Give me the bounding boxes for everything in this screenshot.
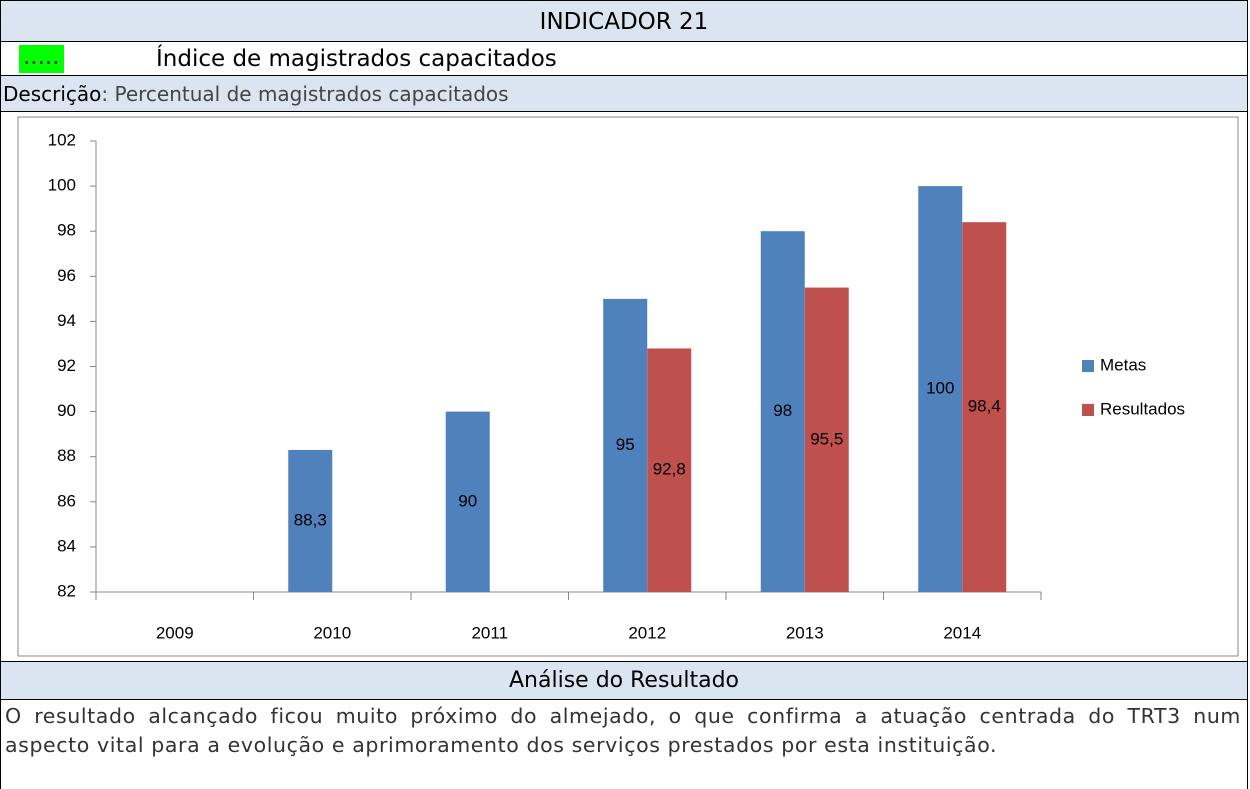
y-tick-label: 84: [57, 536, 76, 555]
x-tick-label: 2014: [943, 623, 981, 642]
value-label: 100: [926, 379, 954, 398]
bar: [962, 222, 1007, 592]
y-tick-label: 100: [48, 176, 76, 195]
value-label: 95: [616, 435, 635, 454]
bar: [603, 298, 648, 592]
x-tick-label: 2009: [156, 623, 194, 642]
description-text: : Percentual de magistrados capacitados: [101, 82, 509, 106]
value-label: 90: [458, 491, 477, 510]
subtitle-row: ..... Índice de magistrados capacitados: [1, 42, 1247, 76]
bar: [918, 186, 963, 592]
y-tick-label: 88: [57, 446, 76, 465]
subtitle: Índice de magistrados capacitados: [156, 46, 557, 72]
y-tick-label: 90: [57, 401, 76, 420]
y-tick-label: 86: [57, 491, 76, 510]
chart: 82 84 86 88 90 92 94 96 98 100 102 2009 2010 88,3 2011…: [17, 116, 1239, 657]
title: INDICADOR 21: [539, 9, 709, 35]
bar: [647, 348, 692, 592]
legend-swatch: [1082, 360, 1094, 372]
y-tick-label: 82: [57, 581, 76, 600]
value-label: 95,5: [810, 429, 843, 448]
value-label: 92,8: [653, 460, 686, 479]
title-row: INDICADOR 21: [1, 0, 1247, 42]
bar: [760, 231, 805, 592]
chart-row: 82 84 86 88 90 92 94 96 98 100 102 2009 2010 88,3 2011…: [1, 112, 1247, 662]
legend-label: Resultados: [1100, 399, 1185, 418]
x-tick-label: 2013: [786, 623, 824, 642]
bar: [804, 287, 849, 592]
legend-swatch: [1082, 404, 1094, 416]
y-tick-label: 94: [57, 311, 76, 330]
value-label: 98: [773, 401, 792, 420]
x-tick-label: 2010: [313, 623, 351, 642]
analysis-text: O resultado alcançado ficou muito próxim…: [5, 704, 1241, 757]
y-tick-label: 92: [57, 356, 76, 375]
y-tick-label: 98: [57, 221, 76, 240]
analysis-title: Análise do Resultado: [509, 668, 739, 693]
bar: [288, 449, 333, 592]
y-tick-label: 102: [48, 130, 76, 149]
x-tick-label: 2011: [471, 623, 508, 642]
analysis-title-row: Análise do Resultado: [1, 662, 1247, 700]
legend-label: Metas: [1100, 355, 1146, 374]
description-label: Descrição: [3, 82, 102, 106]
bar: [445, 411, 490, 592]
x-tick-label: 2012: [628, 623, 666, 642]
y-tick-label: 96: [57, 266, 76, 285]
description-row: Descrição: Percentual de magistrados cap…: [1, 76, 1247, 112]
marker: .....: [19, 45, 64, 73]
value-label: 98,4: [968, 397, 1001, 416]
value-label: 88,3: [294, 510, 327, 529]
